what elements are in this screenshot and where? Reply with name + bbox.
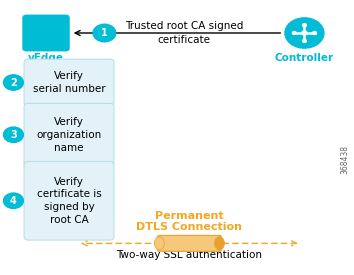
Text: vEdge: vEdge (28, 53, 64, 64)
Ellipse shape (215, 237, 224, 250)
Circle shape (93, 24, 116, 42)
Text: 2: 2 (10, 78, 17, 87)
Circle shape (302, 31, 307, 35)
Text: Two-way SSL authentication: Two-way SSL authentication (116, 250, 262, 260)
Text: Trusted root CA signed
certificate: Trusted root CA signed certificate (125, 21, 243, 45)
Circle shape (313, 31, 316, 34)
Text: Permanent: Permanent (155, 211, 224, 221)
Circle shape (292, 31, 296, 34)
Text: 1: 1 (101, 28, 108, 38)
FancyBboxPatch shape (24, 59, 114, 106)
Text: 3: 3 (10, 130, 17, 140)
Ellipse shape (154, 237, 164, 250)
Text: Verify
certificate is
signed by
root CA: Verify certificate is signed by root CA (37, 177, 101, 225)
FancyBboxPatch shape (158, 235, 221, 251)
FancyBboxPatch shape (22, 15, 70, 51)
Circle shape (4, 75, 23, 90)
Text: Verify
organization
name: Verify organization name (36, 117, 102, 153)
Circle shape (302, 24, 307, 27)
Circle shape (302, 39, 307, 42)
Text: 4: 4 (10, 196, 17, 206)
FancyBboxPatch shape (24, 161, 114, 240)
Text: Controller: Controller (275, 53, 334, 64)
FancyBboxPatch shape (24, 103, 114, 166)
Circle shape (4, 193, 23, 208)
Circle shape (285, 18, 324, 48)
Circle shape (4, 127, 23, 142)
Text: Verify
serial number: Verify serial number (33, 71, 105, 94)
Text: 368438: 368438 (341, 145, 350, 174)
Text: DTLS Connection: DTLS Connection (136, 222, 242, 232)
